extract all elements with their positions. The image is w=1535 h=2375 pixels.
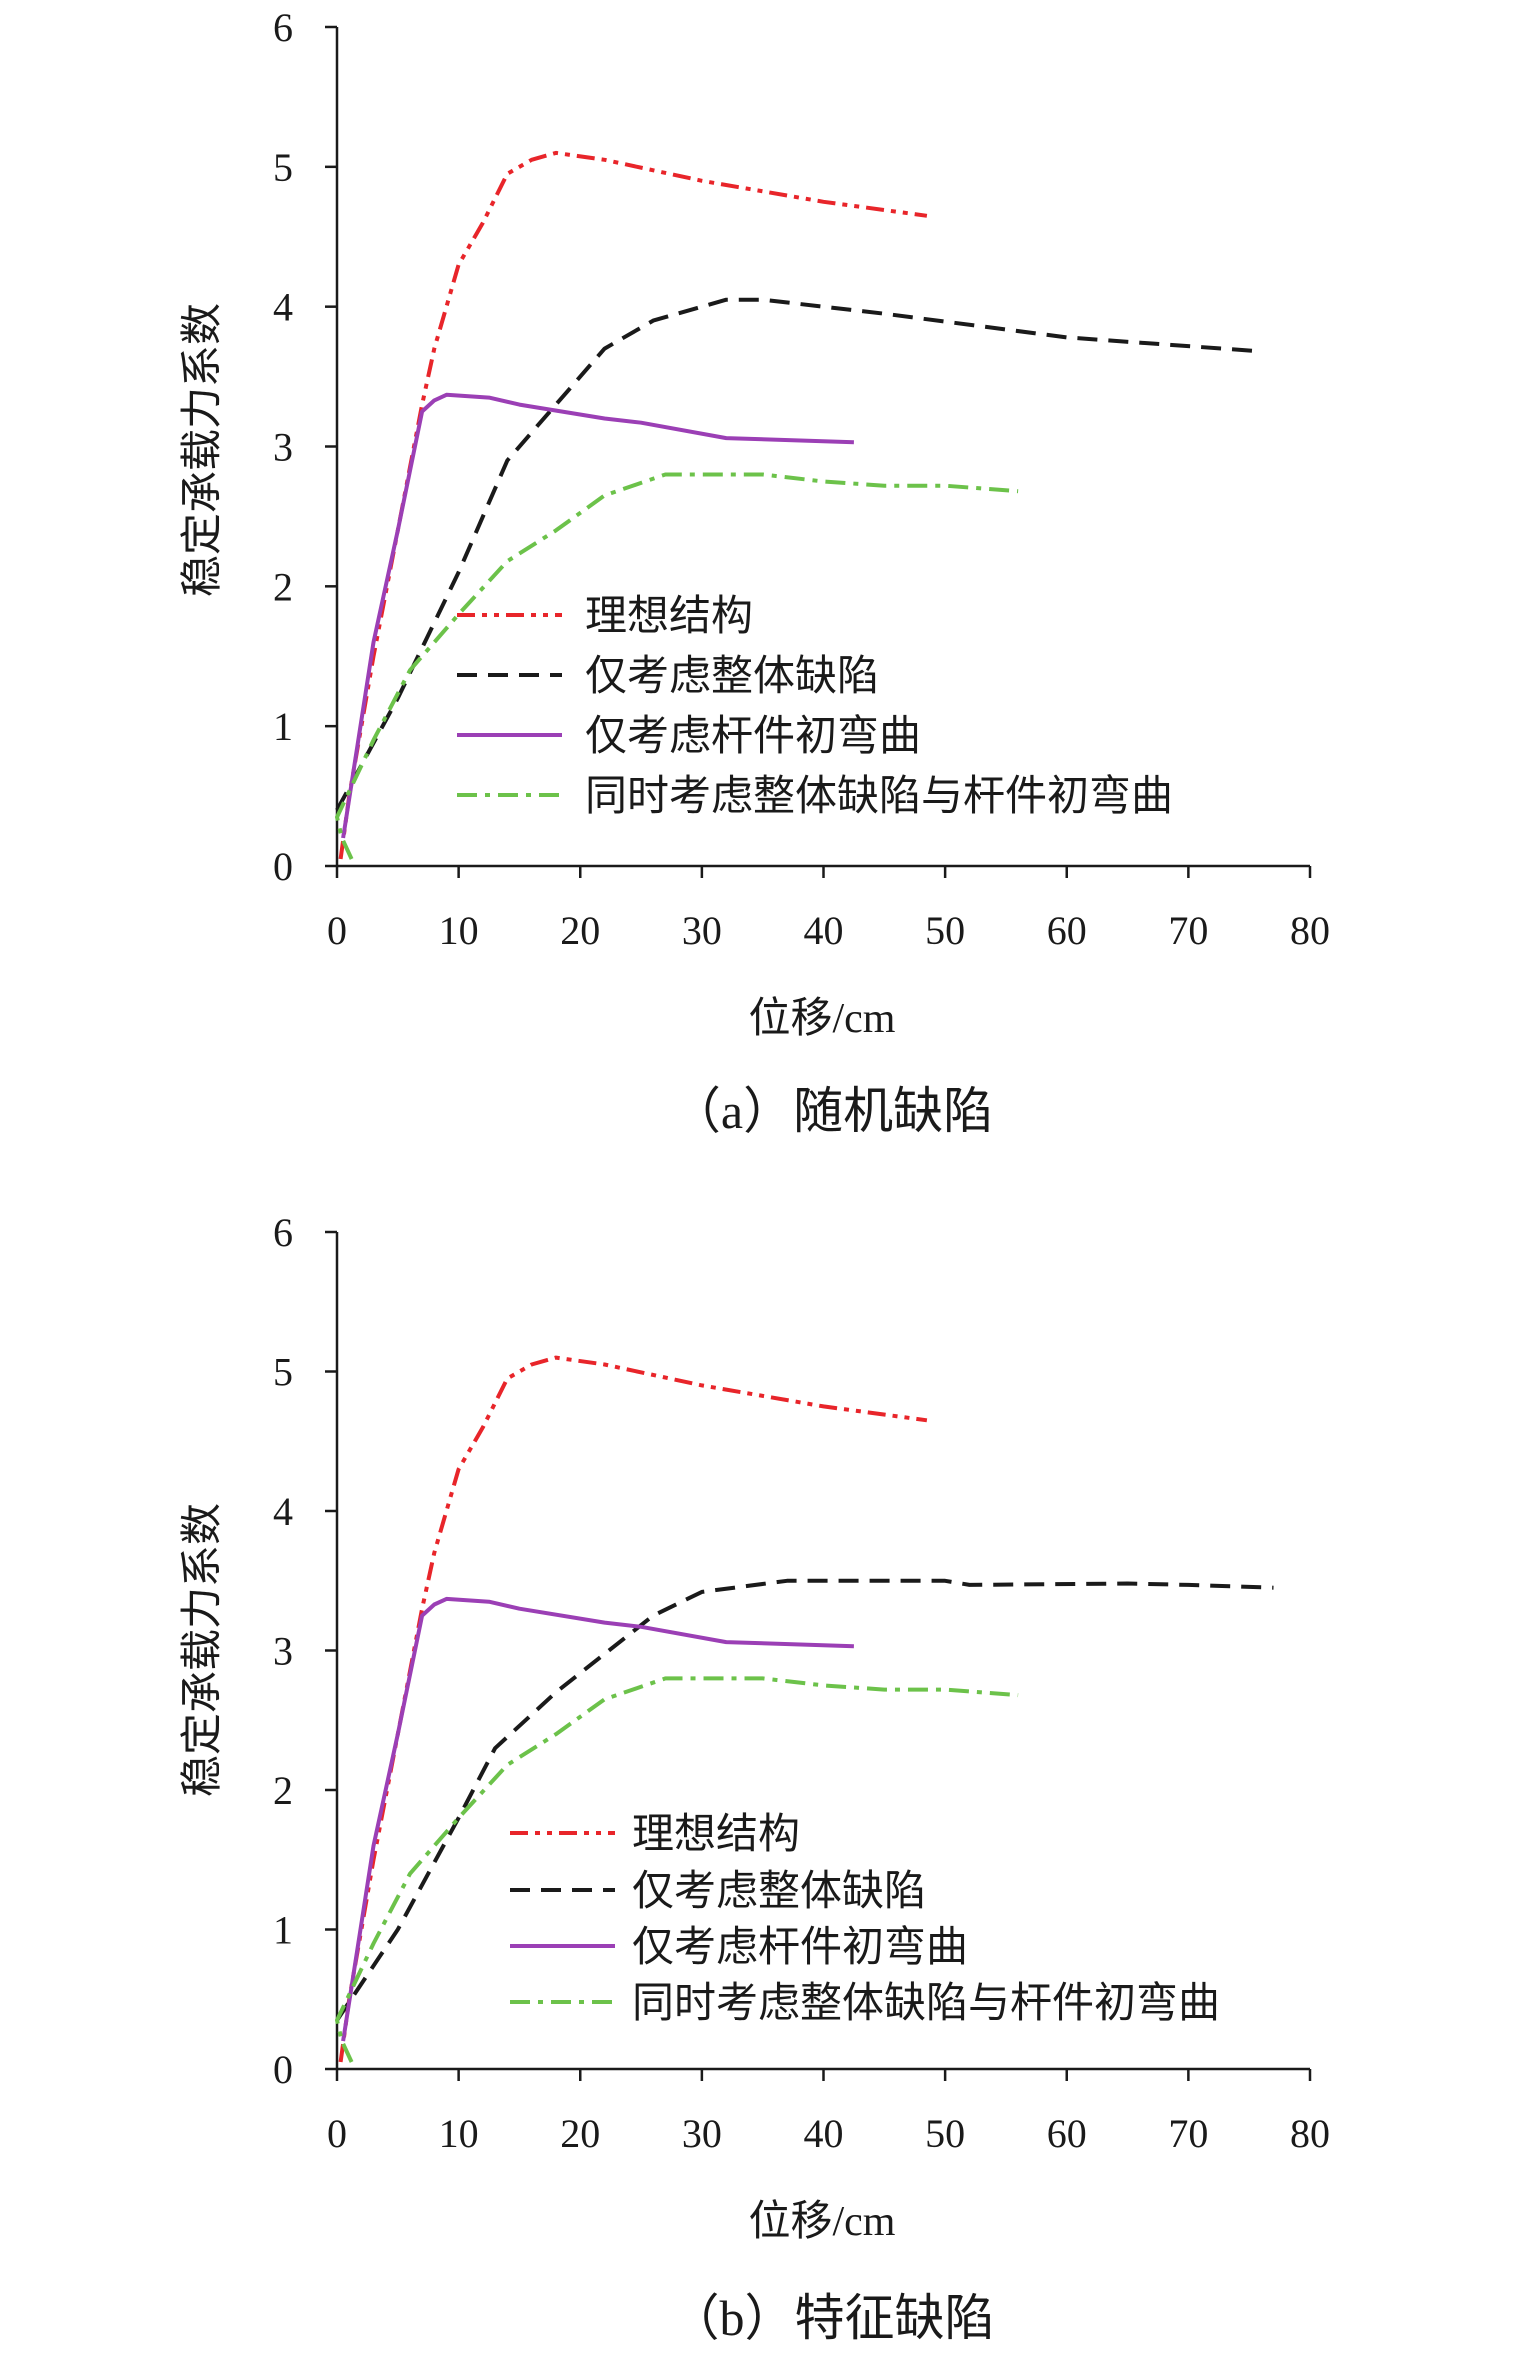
chart-b: 0 10 20 30 40 50 60 70 80 0 1 2 3 4 5 6 位移/cm 稳定承载力系数 （… xyxy=(179,1210,1330,2346)
series-line-global xyxy=(335,1578,1274,2022)
legend-b: 理想结构 仅考虑整体缺陷 仅考虑杆件初弯曲 同时考虑整体缺陷与杆件初弯曲 xyxy=(510,1812,1220,2027)
x-tick-label: 0 xyxy=(327,2111,347,2156)
legend-label-member: 仅考虑杆件初弯曲 xyxy=(585,713,921,760)
ticks-b: 0 10 20 30 40 50 60 70 80 0 1 2 3 4 5 6 xyxy=(273,1210,1330,2156)
x-tick-label: 40 xyxy=(804,908,844,953)
x-axis-title-a: 位移/cm xyxy=(749,995,896,1042)
series-line-combined xyxy=(335,1676,1019,2063)
y-axis-title-a: 稳定承载力系数 xyxy=(179,303,226,597)
legend-label-combined: 同时考虑整体缺陷与杆件初弯曲 xyxy=(585,773,1173,820)
y-tick-label: 2 xyxy=(273,1768,293,1813)
caption-a: （a）随机缺陷 xyxy=(671,1083,993,1139)
legend-label-ideal: 理想结构 xyxy=(632,1812,800,1858)
series-line-member xyxy=(341,1596,854,2042)
y-tick-label: 0 xyxy=(273,2047,293,2092)
x-tick-label: 0 xyxy=(327,908,347,953)
y-tick-label: 6 xyxy=(273,1210,293,1255)
y-tick-label: 6 xyxy=(273,5,293,50)
y-tick-label: 1 xyxy=(273,704,293,749)
x-tick-label: 50 xyxy=(925,908,965,953)
x-tick-label: 50 xyxy=(925,2111,965,2156)
legend-label-combined: 同时考虑整体缺陷与杆件初弯曲 xyxy=(632,1980,1220,2027)
series-group-b xyxy=(335,1355,1274,2063)
y-tick-label: 4 xyxy=(273,1489,293,1534)
y-tick-label: 3 xyxy=(273,425,293,470)
y-tick-label: 0 xyxy=(273,844,293,889)
legend-label-global: 仅考虑整体缺陷 xyxy=(632,1869,926,1915)
x-tick-label: 20 xyxy=(560,2111,600,2156)
x-tick-label: 10 xyxy=(439,908,479,953)
series-line-global xyxy=(335,297,1262,812)
series-line-member xyxy=(341,392,854,839)
x-tick-label: 60 xyxy=(1047,908,1087,953)
series-group-a xyxy=(335,150,1262,860)
x-tick-label: 60 xyxy=(1047,2111,1087,2156)
legend-label-member: 仅考虑杆件初弯曲 xyxy=(632,1924,968,1971)
y-tick-label: 1 xyxy=(273,1908,293,1953)
y-tick-label: 2 xyxy=(273,564,293,609)
ticks-a: 0 10 20 30 40 50 60 70 80 0 1 2 3 4 5 6 xyxy=(273,5,1330,953)
chart-a: 0 10 20 30 40 50 60 70 80 0 1 2 3 4 5 6 位移/cm 稳定承载力系数 （… xyxy=(179,5,1330,1139)
x-tick-label: 80 xyxy=(1290,2111,1330,2156)
legend-a: 理想结构 仅考虑整体缺陷 仅考虑杆件初弯曲 同时考虑整体缺陷与杆件初弯曲 xyxy=(457,594,1173,820)
x-tick-label: 70 xyxy=(1168,908,1208,953)
y-tick-label: 5 xyxy=(273,145,293,190)
x-tick-label: 30 xyxy=(682,2111,722,2156)
series-line-combined xyxy=(335,472,1019,860)
x-tick-label: 70 xyxy=(1168,2111,1208,2156)
x-axis-title-b: 位移/cm xyxy=(749,2198,896,2245)
y-tick-label: 5 xyxy=(273,1350,293,1395)
x-tick-label: 10 xyxy=(439,2111,479,2156)
y-axis-title-b: 稳定承载力系数 xyxy=(179,1503,226,1797)
x-tick-label: 80 xyxy=(1290,908,1330,953)
x-tick-label: 40 xyxy=(804,2111,844,2156)
x-tick-label: 30 xyxy=(682,908,722,953)
caption-b: （b）特征缺陷 xyxy=(670,2290,995,2346)
x-tick-label: 20 xyxy=(560,908,600,953)
y-tick-label: 3 xyxy=(273,1629,293,1674)
legend-label-global: 仅考虑整体缺陷 xyxy=(585,654,879,700)
y-tick-label: 4 xyxy=(273,285,293,330)
legend-label-ideal: 理想结构 xyxy=(585,594,753,640)
